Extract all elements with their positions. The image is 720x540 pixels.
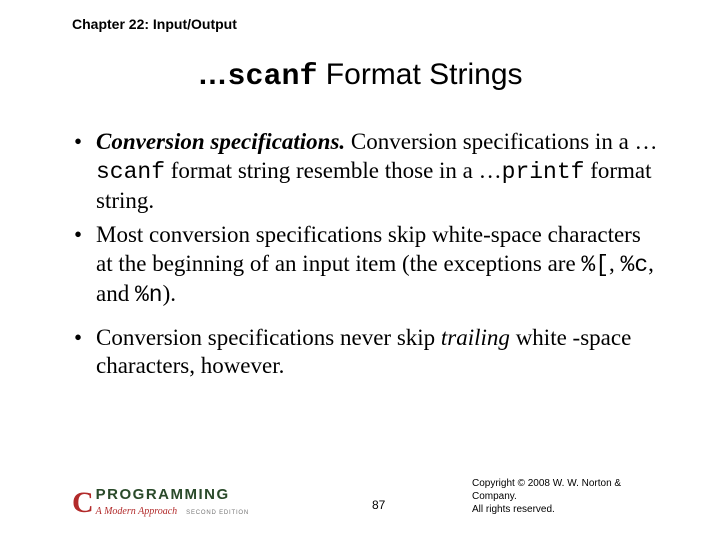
slide-title: …scanf Format Strings [0,58,720,94]
chapter-header: Chapter 22: Input/Output [72,16,237,32]
b2-c3: %n [135,282,163,308]
bullet-1: Conversion specifications. Conversion sp… [72,128,662,215]
b1-t1: Conversion specifications in a [345,129,634,154]
logo-text: PROGRAMMING A Modern Approach SECOND EDI… [96,487,249,518]
copyright-line2: All rights reserved. [472,503,662,516]
b2-t2: , [609,251,621,276]
page-number: 87 [372,498,385,512]
logo-subtitle: A Modern Approach [96,506,177,517]
logo-c-letter: C [72,488,94,518]
b2-c2: %c [621,252,649,278]
b1-t2: format string resemble those in a [165,158,479,183]
bullet-3: Conversion specifications never skip tra… [72,324,662,382]
b2-t1: Most conversion specifications skip whit… [96,222,641,276]
title-ellipsis: … [197,58,227,91]
title-code: scanf [227,60,317,94]
copyright-line1: Copyright © 2008 W. W. Norton & Company. [472,477,662,503]
b1-ell2: … [479,158,502,183]
logo-programming: PROGRAMMING [96,487,249,502]
content-area: Conversion specifications. Conversion sp… [72,128,662,387]
footer: C PROGRAMMING A Modern Approach SECOND E… [72,478,662,518]
b3-it: trailing [441,325,510,350]
copyright: Copyright © 2008 W. W. Norton & Company.… [472,477,662,516]
b1-ell1: … [635,129,658,154]
b1-code1: scanf [96,159,165,185]
book-logo: C PROGRAMMING A Modern Approach SECOND E… [72,487,249,518]
b1-lead: Conversion specifications. [96,129,345,154]
b1-code2: printf [502,159,585,185]
b2-c1: %[ [581,252,609,278]
logo-edition: SECOND EDITION [186,510,249,516]
b3-t1: Conversion specifications never skip [96,325,441,350]
b2-t4: ). [163,281,176,306]
bullet-2: Most conversion specifications skip whit… [72,221,662,309]
title-rest: Format Strings [317,58,522,91]
